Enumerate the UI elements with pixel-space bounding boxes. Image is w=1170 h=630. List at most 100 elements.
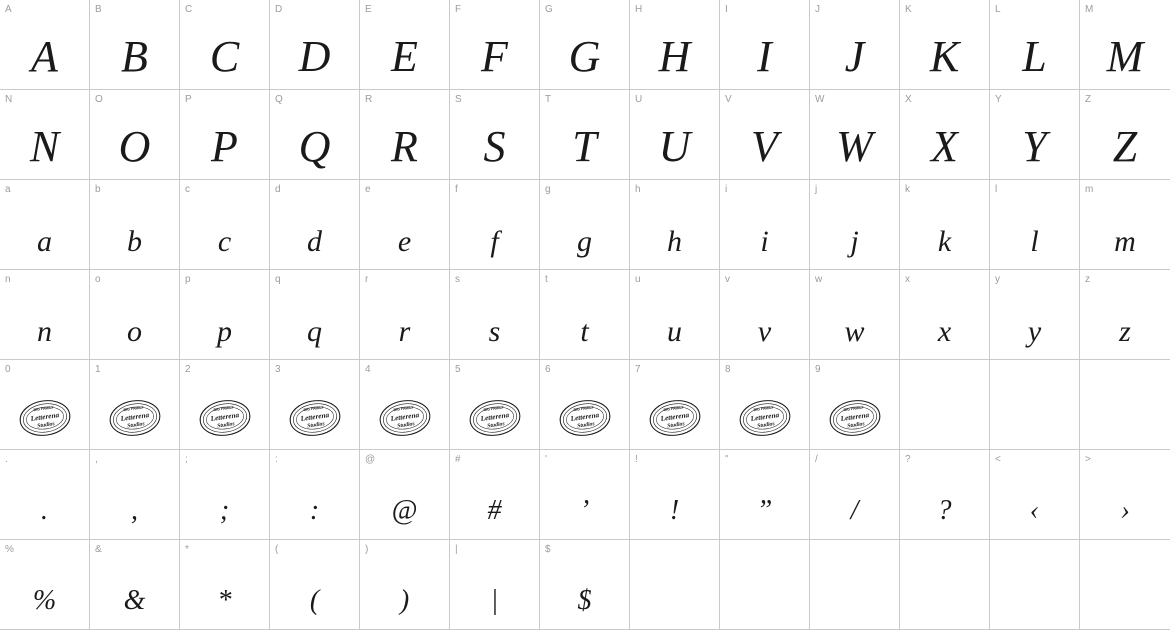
- empty-cell: [990, 540, 1080, 630]
- cell-label: M: [1085, 4, 1094, 15]
- glyph-preview: :: [270, 497, 359, 525]
- svg-text:Letterena: Letterena: [839, 411, 870, 423]
- glyph-preview: w: [810, 317, 899, 347]
- glyph-preview: f: [450, 227, 539, 257]
- cell-label: g: [545, 184, 551, 195]
- empty-cell: [900, 540, 990, 630]
- glyph-cell: VV: [720, 90, 810, 180]
- svg-text:Letterena: Letterena: [209, 411, 240, 423]
- glyph-cell: %%: [0, 540, 90, 630]
- glyph-preview: n: [0, 317, 89, 347]
- empty-cell: [1080, 540, 1170, 630]
- cell-label: l: [995, 184, 998, 195]
- svg-text:Letterena: Letterena: [299, 411, 330, 423]
- glyph-preview: M: [1080, 35, 1170, 79]
- glyph-preview: J: [810, 35, 899, 79]
- svg-text:Studios: Studios: [756, 421, 775, 429]
- svg-text:Studios: Studios: [576, 421, 595, 429]
- glyph-preview: y: [990, 317, 1079, 347]
- cell-label: >: [1085, 454, 1091, 465]
- glyph-cell: UU: [630, 90, 720, 180]
- glyph-preview: z: [1080, 317, 1170, 347]
- cell-label: b: [95, 184, 101, 195]
- cell-label: !: [635, 454, 638, 465]
- glyph-cell: <‹: [990, 450, 1080, 540]
- cell-label: i: [725, 184, 728, 195]
- glyph-cell: qq: [270, 270, 360, 360]
- svg-text:Studios: Studios: [396, 421, 415, 429]
- glyph-cell: 9 BIG FAMILY Letterena Studios: [810, 360, 900, 450]
- glyph-cell: 0 BIG FAMILY Letterena Studios: [0, 360, 90, 450]
- glyph-cell: vv: [720, 270, 810, 360]
- cell-label: y: [995, 274, 1000, 285]
- glyph-preview: s: [450, 317, 539, 347]
- cell-label: @: [365, 454, 375, 465]
- glyph-cell: mm: [1080, 180, 1170, 270]
- cell-label: 8: [725, 364, 731, 375]
- cell-label: I: [725, 4, 728, 15]
- cell-label: C: [185, 4, 193, 15]
- glyph-cell: KK: [900, 0, 990, 90]
- glyph-cell: zz: [1080, 270, 1170, 360]
- glyph-preview: !: [630, 497, 719, 525]
- glyph-cell: ..: [0, 450, 90, 540]
- glyph-cell: &&: [90, 540, 180, 630]
- svg-text:BIG FAMILY: BIG FAMILY: [33, 405, 54, 412]
- cell-label: Q: [275, 94, 283, 105]
- cell-label: v: [725, 274, 730, 285]
- cell-label: 5: [455, 364, 461, 375]
- empty-cell: [900, 360, 990, 450]
- glyph-cell: GG: [540, 0, 630, 90]
- glyph-cell: '’: [540, 450, 630, 540]
- cell-label: m: [1085, 184, 1094, 195]
- cell-label: w: [815, 274, 823, 285]
- glyph-preview: Y: [990, 125, 1079, 169]
- glyph-preview: v: [720, 317, 809, 347]
- glyph-preview: k: [900, 227, 989, 257]
- foundry-badge-icon: BIG FAMILY Letterena Studios: [106, 396, 163, 441]
- glyph-cell: >›: [1080, 450, 1170, 540]
- svg-text:BIG FAMILY: BIG FAMILY: [573, 405, 594, 412]
- foundry-badge-icon: BIG FAMILY Letterena Studios: [826, 396, 883, 441]
- glyph-preview: X: [900, 125, 989, 169]
- glyph-cell: **: [180, 540, 270, 630]
- glyph-preview: o: [90, 317, 179, 347]
- glyph-cell: HH: [630, 0, 720, 90]
- foundry-badge-icon: BIG FAMILY Letterena Studios: [466, 396, 523, 441]
- svg-text:BIG FAMILY: BIG FAMILY: [213, 405, 234, 412]
- glyph-cell: ||: [450, 540, 540, 630]
- glyph-preview: p: [180, 317, 269, 347]
- empty-cell: [810, 540, 900, 630]
- cell-label: O: [95, 94, 103, 105]
- cell-label: d: [275, 184, 281, 195]
- glyph-cell: cc: [180, 180, 270, 270]
- svg-text:BIG FAMILY: BIG FAMILY: [393, 405, 414, 412]
- cell-label: R: [365, 94, 373, 105]
- glyph-cell: MM: [1080, 0, 1170, 90]
- glyph-preview: B: [90, 35, 179, 79]
- glyph-preview: e: [360, 227, 449, 257]
- cell-label: ': [545, 454, 547, 465]
- glyph-preview: K: [900, 35, 989, 79]
- glyph-cell: CC: [180, 0, 270, 90]
- glyph-preview: m: [1080, 227, 1170, 257]
- glyph-preview: @: [360, 497, 449, 525]
- glyph-preview: b: [90, 227, 179, 257]
- foundry-badge-icon: BIG FAMILY Letterena Studios: [646, 396, 703, 441]
- glyph-preview: ’: [540, 497, 629, 525]
- cell-label: :: [275, 454, 278, 465]
- glyph-cell: 4 BIG FAMILY Letterena Studios: [360, 360, 450, 450]
- glyph-preview: q: [270, 317, 359, 347]
- svg-text:Letterena: Letterena: [569, 411, 600, 423]
- glyph-cell: ss: [450, 270, 540, 360]
- glyph-cell: AA: [0, 0, 90, 90]
- cell-label: e: [365, 184, 371, 195]
- cell-label: a: [5, 184, 11, 195]
- glyph-cell: 7 BIG FAMILY Letterena Studios: [630, 360, 720, 450]
- glyph-preview: l: [990, 227, 1079, 257]
- empty-cell: [990, 360, 1080, 450]
- glyph-preview: c: [180, 227, 269, 257]
- glyph-cell: BB: [90, 0, 180, 90]
- glyph-cell: ((: [270, 540, 360, 630]
- cell-label: u: [635, 274, 641, 285]
